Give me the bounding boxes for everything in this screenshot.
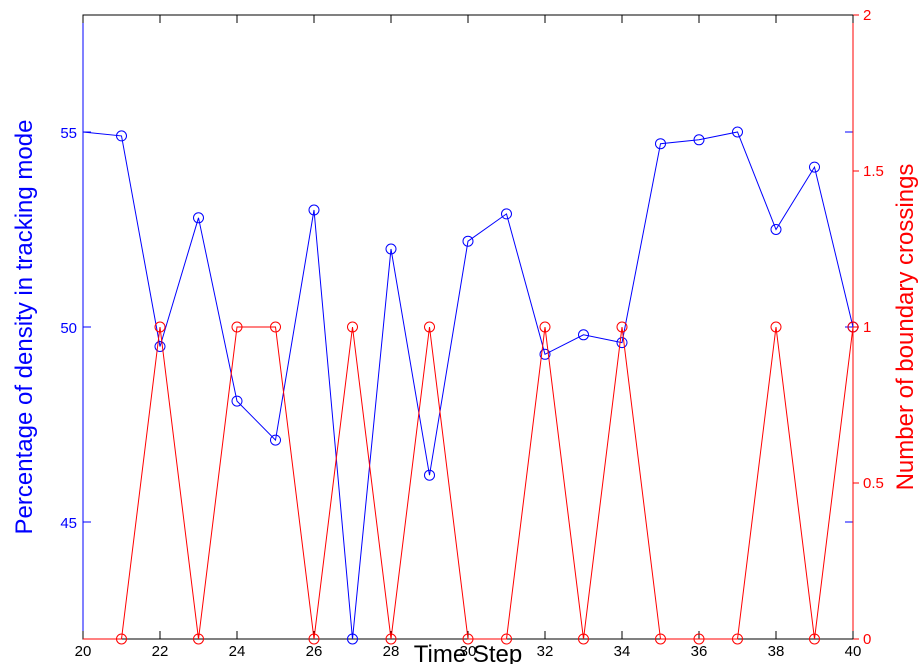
series-right-point <box>693 633 705 645</box>
series-right-point <box>578 633 589 645</box>
series-right-point <box>809 633 820 645</box>
series-right-point <box>270 321 281 333</box>
series-right-point <box>655 633 666 645</box>
series-right-point <box>385 633 397 645</box>
right-tick-label: 1.5 <box>863 163 884 180</box>
x-tick-label: 38 <box>768 643 785 660</box>
left-tick-label: 45 <box>60 515 77 532</box>
series-left-line <box>82 131 854 640</box>
right-tick-label: 0.5 <box>863 475 884 492</box>
series-left-point <box>385 243 397 255</box>
series-right-point <box>116 633 127 645</box>
x-tick-label: 32 <box>537 643 554 660</box>
series-right-point <box>347 321 358 333</box>
left-axis: 45 50 55 <box>60 15 853 639</box>
series-right-point <box>231 321 243 333</box>
x-tick-label: 40 <box>845 643 862 660</box>
right-tick-label: 1 <box>863 319 871 336</box>
series-right-point <box>616 321 628 333</box>
x-tick-label: 24 <box>229 643 246 660</box>
series-left-point <box>501 208 512 220</box>
x-tick-label: 36 <box>691 643 708 660</box>
series-layer <box>82 126 859 645</box>
series-left-point <box>154 341 166 352</box>
series-left-point <box>270 434 281 446</box>
series-right-line <box>83 326 854 640</box>
series-right-point <box>308 633 320 645</box>
series-right-point <box>539 321 551 333</box>
series-left-point <box>193 212 204 224</box>
series-left-point <box>462 235 474 247</box>
x-axis-title: Time Step <box>414 641 522 664</box>
x-tick-label: 26 <box>306 643 323 660</box>
series-right-point <box>732 633 743 645</box>
series-left-point <box>616 337 628 349</box>
series-left-point <box>693 134 705 146</box>
series-right-point <box>770 321 782 333</box>
series-left-point <box>539 348 551 360</box>
series-right-point <box>154 321 166 333</box>
series-left-point <box>732 126 743 138</box>
series-left-point <box>116 130 127 142</box>
series-right-point <box>462 633 474 645</box>
series-left-point <box>231 395 243 407</box>
series-left-point <box>347 633 358 645</box>
series-left-point <box>809 161 820 173</box>
x-tick-label: 34 <box>614 643 631 660</box>
series-right-point <box>501 633 512 645</box>
x-tick-label: 28 <box>383 643 400 660</box>
x-tick-label: 22 <box>152 643 169 660</box>
series-right-point <box>424 321 435 333</box>
x-tick-label: 30 <box>460 643 477 660</box>
series-left-point <box>770 224 782 235</box>
x-tick-label: 20 <box>75 643 92 660</box>
plot-frame <box>82 14 854 640</box>
series-left-point <box>308 204 320 216</box>
right-tick-label: 0 <box>863 631 871 648</box>
series-left-point <box>655 138 666 150</box>
right-tick-label: 2 <box>863 7 871 24</box>
left-axis-title: Percentage of density in tracking mode <box>11 120 38 535</box>
series-left-point <box>424 469 435 481</box>
left-tick-label: 55 <box>60 125 77 142</box>
series-left-point <box>578 329 589 341</box>
series-right-point <box>193 633 204 645</box>
x-axis: 20 22 24 26 28 30 32 34 36 38 40 <box>75 15 862 660</box>
left-tick-label: 50 <box>60 320 77 337</box>
right-axis-title: Number of boundary crossings <box>892 164 919 491</box>
series-right-point <box>847 321 859 333</box>
